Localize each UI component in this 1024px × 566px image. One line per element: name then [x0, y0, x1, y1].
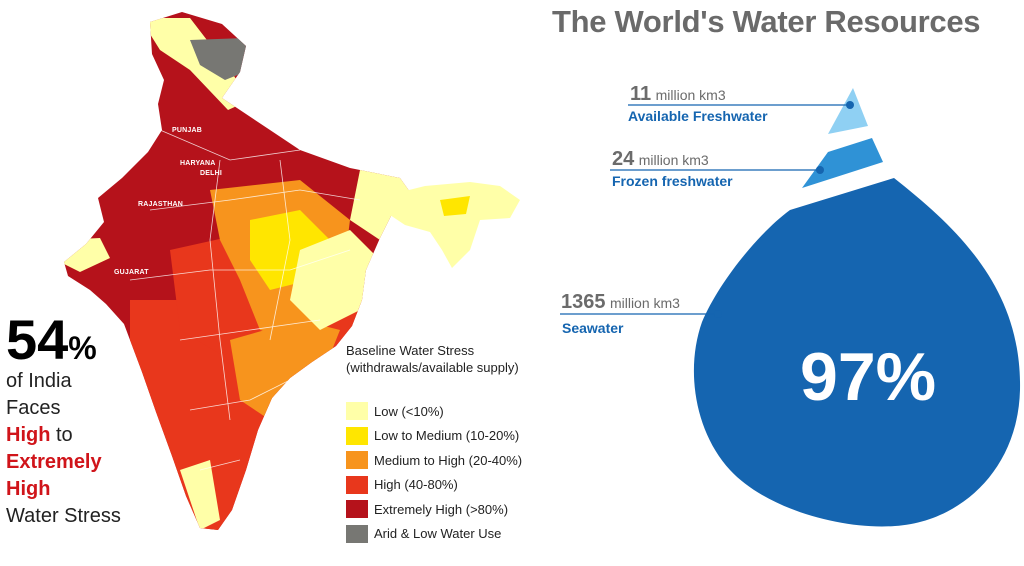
freshwater-leader-dot	[846, 101, 854, 109]
legend-swatch	[346, 524, 368, 543]
state-label-punjab: PUNJAB	[172, 127, 202, 134]
water-stress-stat: 54% of India Faces High to Extremely Hig…	[6, 312, 146, 530]
frozen-amount: 24 million km3	[612, 148, 709, 171]
region-northeast-pocket	[440, 196, 470, 216]
stat-line-of-india: of India	[6, 370, 72, 392]
freshwater-value: 11	[630, 83, 652, 105]
region-low-northeast	[350, 170, 410, 240]
stat-highlight-high-2: High	[6, 478, 51, 500]
water-stress-legend: Baseline Water Stress (withdrawals/avail…	[346, 343, 546, 546]
seawater-value: 1365	[561, 291, 606, 313]
legend-label: Low (<10%)	[374, 403, 444, 419]
stat-line-faces: Faces	[6, 397, 61, 419]
stat-number: 54	[6, 308, 69, 371]
stat-highlight-extremely: Extremely	[6, 451, 102, 473]
region-northeast-states	[385, 182, 520, 268]
state-label-haryana: HARYANA	[180, 160, 216, 167]
legend-swatch	[346, 402, 368, 421]
seawater-leader-dot	[714, 310, 722, 318]
state-label-gujarat: GUJARAT	[114, 269, 149, 276]
stat-highlight-high: High	[6, 424, 51, 446]
region-low-east	[290, 230, 380, 330]
legend-swatch	[346, 451, 368, 470]
state-label-rajasthan: RAJASTHAN	[138, 201, 183, 208]
freshwater-unit: million km3	[655, 87, 726, 103]
water-resources-title: The World's Water Resources	[552, 4, 981, 39]
freshwater-amount: 11 million km3	[630, 83, 726, 106]
legend-item-low-medium: Low to Medium (10-20%)	[346, 423, 546, 448]
legend-item-medium-high: Medium to High (20-40%)	[346, 448, 546, 473]
seawater-amount: 1365 million km3	[561, 291, 680, 314]
legend-item-extremely-high: Extremely High (>80%)	[346, 497, 546, 522]
water-drop-graphic	[560, 88, 1021, 527]
state-borders	[129, 129, 361, 471]
region-arid-ladakh	[190, 38, 250, 80]
frozen-drop-segment	[802, 138, 883, 188]
frozen-leader-dot	[816, 166, 824, 174]
legend-label: Arid & Low Water Use	[374, 526, 502, 542]
frozen-name: Frozen freshwater	[612, 173, 733, 189]
legend-swatch	[346, 475, 368, 494]
freshwater-name: Available Freshwater	[628, 108, 768, 124]
legend-subtitle: (withdrawals/available supply)	[346, 359, 519, 375]
frozen-unit: million km3	[638, 152, 709, 168]
seawater-percentage: 97%	[800, 339, 937, 415]
legend-item-arid: Arid & Low Water Use	[346, 521, 546, 546]
freshwater-drop-segment	[828, 88, 868, 134]
legend-title: Baseline Water Stress	[346, 343, 475, 358]
region-low-himalaya	[140, 18, 250, 110]
legend-label: Extremely High (>80%)	[374, 501, 509, 517]
stat-word-to: to	[56, 424, 73, 446]
stat-line-high-to: High to	[6, 422, 146, 449]
legend-swatch	[346, 426, 368, 445]
region-low-southwest	[180, 460, 220, 530]
legend-items: Low (<10%) Low to Medium (10-20%) Medium…	[346, 399, 546, 546]
legend-item-high: High (40-80%)	[346, 472, 546, 497]
state-label-delhi: DELHI	[200, 170, 222, 177]
seawater-name: Seawater	[562, 320, 624, 336]
legend-swatch	[346, 500, 368, 519]
seawater-drop-segment	[693, 178, 1021, 527]
region-medium-high-south	[230, 320, 340, 420]
legend-item-low: Low (<10%)	[346, 399, 546, 424]
frozen-value: 24	[612, 148, 635, 170]
legend-label: Low to Medium (10-20%)	[374, 428, 520, 444]
seawater-unit: million km3	[609, 295, 680, 311]
legend-label: High (40-80%)	[374, 477, 458, 493]
stat-percent-sign: %	[68, 330, 97, 366]
stat-percentage: 54%	[6, 312, 146, 368]
legend-label: Medium to High (20-40%)	[374, 452, 523, 468]
stat-line-water-stress: Water Stress	[6, 505, 121, 527]
